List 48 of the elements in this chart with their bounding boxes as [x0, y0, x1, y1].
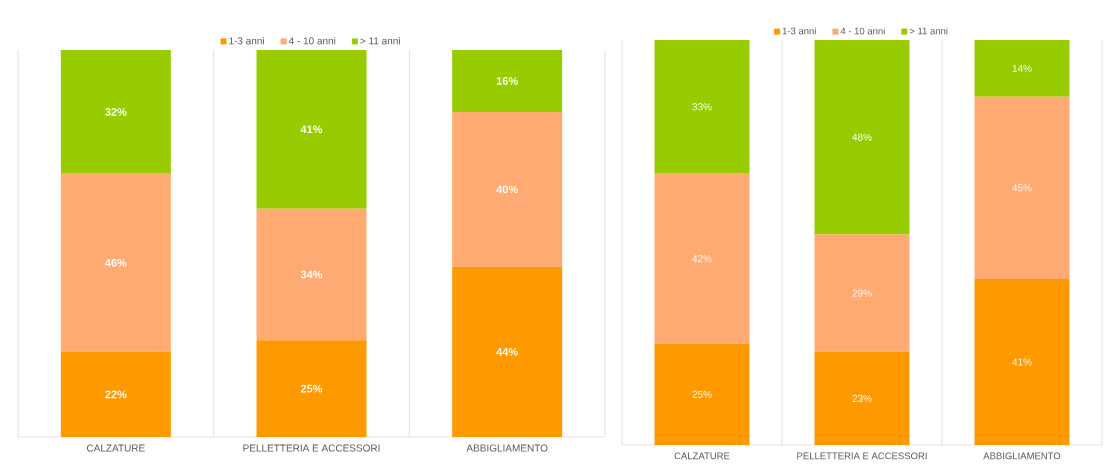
x-tick-label: PELLETTERIA E ACCESSORI [797, 452, 927, 460]
bar [452, 266, 563, 437]
data-label: 14% [1012, 64, 1032, 72]
data-label: 29% [852, 289, 872, 297]
legend-label: > 11 anni [360, 37, 400, 45]
bar [654, 39, 750, 174]
bar [814, 39, 910, 235]
data-label: 33% [692, 103, 712, 111]
data-label: 16% [496, 77, 518, 85]
legend-label: 4 - 10 anni [288, 37, 336, 45]
data-label: 22% [105, 390, 127, 399]
legend-label: 1-3 anni [782, 27, 816, 35]
x-tick-label: CALZATURE [674, 452, 730, 460]
x-tick-label: ABBIGLIAMENTO [466, 444, 548, 452]
bar [974, 278, 1070, 445]
data-label: 41% [1012, 358, 1032, 366]
bar [654, 343, 750, 445]
bar [60, 351, 171, 437]
x-tick-label: CALZATURE [86, 444, 145, 452]
bar [256, 340, 367, 437]
data-label: 32% [105, 108, 127, 116]
legend-label: > 11 anni [909, 27, 948, 35]
data-label: 34% [300, 270, 323, 279]
data-label: 42% [692, 255, 712, 263]
data-label: 25% [692, 390, 712, 398]
bar [654, 173, 750, 344]
data-label: 40% [496, 185, 518, 194]
x-tick-label: ABBIGLIAMENTO [983, 452, 1061, 460]
legend-label: 1-3 anni [229, 37, 264, 45]
data-label: 25% [300, 384, 323, 393]
bar [974, 39, 1070, 97]
bar [256, 49, 367, 209]
bar [60, 49, 171, 174]
bar [256, 208, 367, 341]
bar [814, 351, 910, 445]
bar [452, 49, 563, 112]
bar [60, 173, 171, 352]
data-label: 41% [300, 125, 323, 134]
data-label: 45% [1012, 184, 1032, 192]
legend-label: 4 - 10 anni [840, 27, 885, 35]
data-label: 46% [105, 258, 127, 267]
data-label: 48% [852, 133, 872, 141]
data-label: 44% [496, 347, 518, 356]
bar [814, 234, 910, 352]
bar [974, 96, 1070, 279]
data-label: 23% [852, 394, 872, 402]
bar [452, 111, 563, 267]
x-tick-label: PELLETTERIA E ACCESSORI [243, 444, 380, 452]
